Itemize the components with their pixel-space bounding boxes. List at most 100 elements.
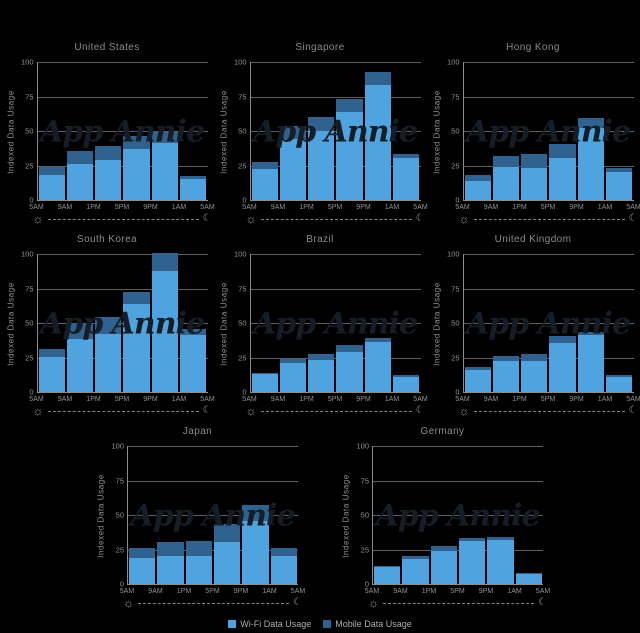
wifi-usage-segment — [464, 180, 491, 200]
plot-frame: 100 75 50 25 0 — [21, 58, 208, 205]
chart-panel: South Korea Indexed Data Usage 100 75 50 25… — [1, 230, 215, 422]
stacked-bar — [66, 322, 94, 392]
bar-slot — [548, 62, 576, 200]
bar-slot — [577, 254, 605, 392]
y-axis-title: Indexed Data Usage — [432, 89, 441, 174]
stacked-bar — [95, 145, 122, 200]
stacked-bar — [577, 118, 605, 200]
day-night-strip: ☼ ☾ — [368, 597, 547, 609]
stacked-bar — [242, 504, 269, 584]
plot-area: Indexed Data Usage 100 75 50 25 0 App Annie … — [6, 250, 215, 418]
x-tick-label: 9AM — [270, 204, 286, 211]
y-tick-label: 50 — [25, 318, 34, 328]
y-tick-label: 0 — [242, 195, 247, 205]
wifi-usage-segment — [157, 556, 184, 584]
stacked-bar — [393, 375, 420, 392]
chart-panel: Brazil Indexed Data Usage 100 75 50 25 0 App… — [214, 230, 428, 422]
y-tick-label: 50 — [238, 126, 247, 136]
x-axis-ticks: 5AM 9AM 1PM 5PM 9PM 1AM 5AM — [29, 396, 214, 406]
bar-slot — [66, 62, 94, 200]
y-tick-label: 0 — [29, 195, 34, 205]
bar-slot — [213, 446, 241, 584]
gridline — [37, 165, 208, 167]
plot-area: Indexed Data Usage 100 75 50 25 0 App Annie … — [342, 442, 551, 610]
wifi-usage-segment — [402, 558, 429, 584]
stacked-bar — [549, 336, 576, 392]
chart-title: United States — [74, 42, 140, 53]
x-tick-label: 1PM — [86, 396, 101, 403]
wifi-usage-segment — [123, 304, 150, 392]
x-tick-label: 5AM — [242, 396, 257, 403]
mobile-usage-segment — [123, 136, 150, 149]
mobile-usage-segment — [606, 375, 633, 377]
bar-slot — [179, 254, 207, 392]
mobile-usage-segment — [393, 375, 420, 377]
wifi-usage-segment — [66, 163, 94, 200]
stacked-bar — [123, 291, 150, 392]
x-tick-label: 1AM — [171, 204, 187, 211]
bars-group — [38, 62, 208, 200]
sun-icon: ☼ — [458, 212, 470, 226]
gridline — [250, 357, 421, 359]
chart-panel: Hong Kong Indexed Data Usage 100 75 50 25 0 … — [427, 38, 640, 230]
gridline — [463, 357, 634, 359]
x-axis-ticks: 5AM 9AM 1PM 5PM 9PM 1AM 5AM — [242, 396, 427, 406]
day-night-dashed-line — [260, 410, 412, 412]
chart-panel: Germany Indexed Data Usage 100 75 50 25 0 Ap… — [336, 422, 551, 614]
chart-panel: Singapore Indexed Data Usage 100 75 50 25 0 … — [214, 38, 428, 230]
wifi-usage-segment — [393, 376, 420, 392]
y-tick-label: 100 — [233, 57, 247, 67]
moon-icon: ☾ — [202, 405, 212, 416]
mobile-usage-segment — [308, 354, 335, 361]
stacked-bar — [180, 329, 207, 392]
y-tick-label: 0 — [455, 387, 460, 397]
day-night-strip: ☼ ☾ — [458, 212, 638, 226]
stacked-bar — [606, 375, 633, 392]
stacked-bar — [308, 116, 335, 200]
stacked-bar — [251, 372, 278, 392]
mobile-usage-segment — [129, 547, 156, 558]
wifi-usage-segment — [521, 361, 548, 392]
plot-frame: 100 75 50 25 0 — [356, 442, 543, 589]
gridline — [128, 549, 298, 551]
x-tick-label: 5PM — [540, 396, 556, 403]
moon-icon: ☾ — [415, 213, 425, 224]
mobile-usage-segment — [157, 542, 184, 557]
bar-slot — [492, 62, 520, 200]
bars-group — [464, 254, 634, 392]
bar-slot — [430, 446, 458, 584]
y-axis-title: Indexed Data Usage — [219, 89, 228, 174]
stacked-bar — [38, 166, 65, 200]
bar-slot — [605, 254, 633, 392]
chart-panel: United Kingdom Indexed Data Usage 100 75 5… — [427, 230, 640, 422]
wifi-usage-segment — [129, 557, 156, 584]
day-night-dashed-line — [473, 218, 625, 220]
bars-group — [128, 446, 298, 584]
x-tick-label: 1PM — [512, 396, 527, 403]
day-night-strip: ☼ ☾ — [246, 213, 425, 225]
mobile-usage-segment — [308, 116, 335, 131]
gridline — [463, 254, 634, 255]
moon-icon: ☾ — [415, 405, 425, 416]
mobile-usage-segment — [521, 154, 548, 169]
mobile-usage-segment — [180, 329, 207, 336]
plot-area: Indexed Data Usage 100 75 50 25 0 App Annie … — [219, 250, 428, 418]
mobile-usage-segment — [213, 524, 241, 543]
mobile-usage-segment — [464, 367, 491, 370]
gridline — [37, 62, 208, 63]
gridline — [250, 165, 421, 167]
plot-frame: 100 75 50 25 0 — [111, 442, 298, 589]
gridline — [250, 96, 421, 98]
mobile-usage-segment — [606, 168, 633, 173]
bar-slot — [464, 254, 492, 392]
gridline — [463, 62, 634, 63]
wifi-usage-segment — [251, 373, 278, 392]
x-tick-label: 5AM — [626, 396, 640, 403]
y-tick-label: 50 — [25, 126, 34, 136]
bar-slot — [128, 446, 156, 584]
bar-slot — [364, 62, 392, 200]
mobile-usage-segment — [336, 98, 363, 113]
stacked-bar — [402, 556, 429, 584]
x-tick-label: 9PM — [356, 396, 371, 403]
gridline — [373, 480, 543, 482]
